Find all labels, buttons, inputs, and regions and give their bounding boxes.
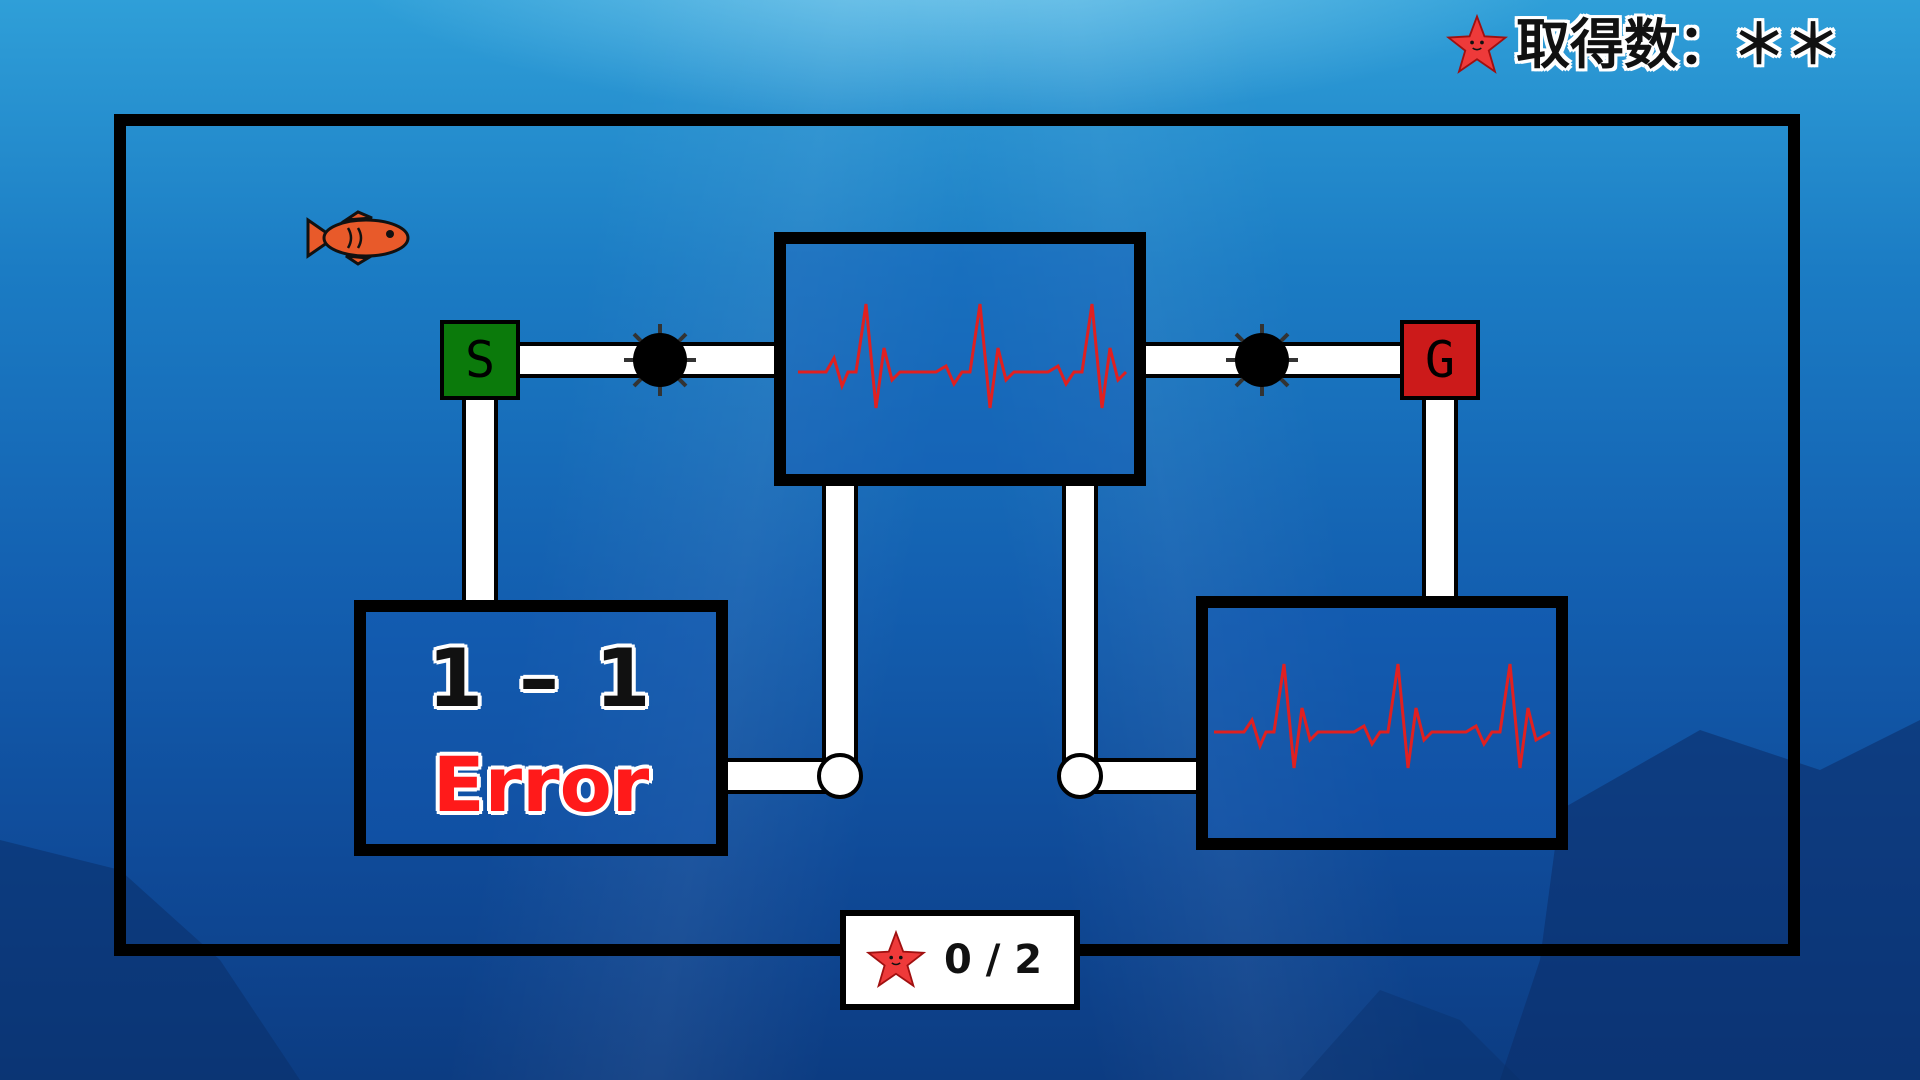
starfish-icon [1446, 14, 1508, 74]
stage-number: 1 – 1 [427, 632, 655, 725]
track-start-down [462, 396, 498, 606]
goal-node[interactable]: G [1400, 320, 1480, 400]
sea-mine-icon [1226, 324, 1298, 396]
starfish-icon [866, 930, 926, 988]
heartbeat-monitor-top [774, 232, 1146, 486]
track-goal-down [1422, 396, 1458, 602]
score-header: 取得数：＊＊ [1446, 10, 1840, 80]
sea-mine-icon [624, 324, 696, 396]
stage-status: Error [432, 740, 650, 829]
heartbeat-line [798, 303, 1128, 409]
track-joint-left [817, 753, 863, 799]
game-board-frame [114, 114, 1800, 956]
collected-counter: 0 / 2 [840, 910, 1080, 1010]
track-monitor-left-down [822, 480, 858, 776]
score-label: 取得数：＊＊ [1516, 13, 1840, 76]
start-node[interactable]: S [440, 320, 520, 400]
fish-player[interactable] [306, 210, 412, 266]
track-joint-right [1057, 753, 1103, 799]
heartbeat-line [1214, 663, 1551, 769]
track-monitor-right-down [1062, 480, 1098, 776]
heartbeat-monitor-bottom [1196, 596, 1568, 850]
stage-info-box: 1 – 1 Error [354, 600, 728, 856]
collected-count: 0 / 2 [944, 937, 1043, 983]
